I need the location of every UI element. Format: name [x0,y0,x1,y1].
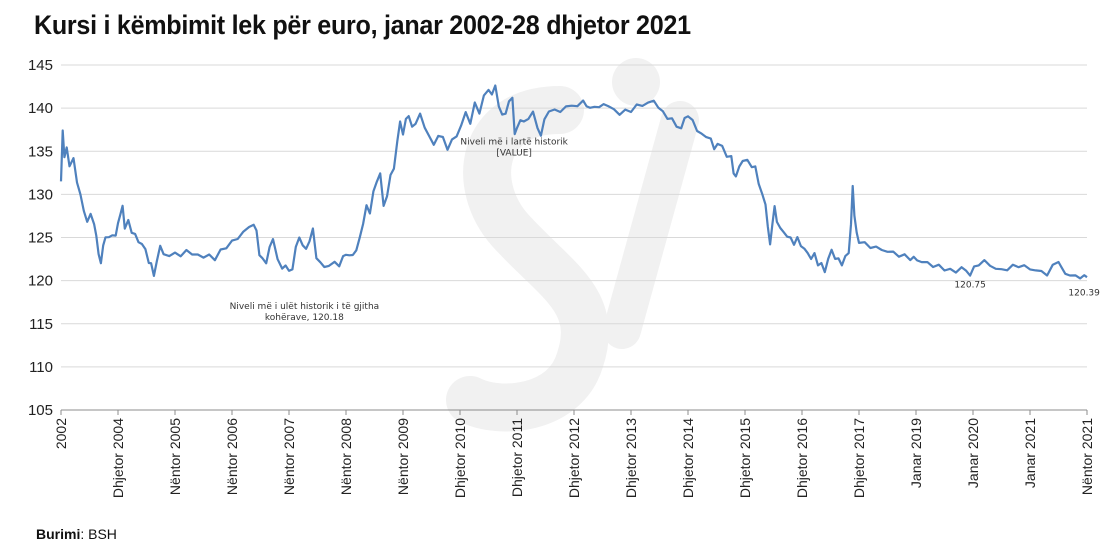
x-tick-label: Nëntor 2005 [167,418,183,495]
x-axis-ticks: 2002 Dhjetor 2004 Nëntor 2005 Nëntor 2006 Në… [53,410,1095,498]
series-line [59,84,1088,280]
y-tick-label: 145 [28,57,53,74]
x-tick-label: Janar 2020 [965,418,981,488]
y-tick-label: 115 [29,316,53,333]
chart-title: Kursi i këmbimit lek për euro, janar 200… [34,10,691,40]
x-tick-label: Janar 2019 [908,418,924,488]
y-tick-label: 140 [28,100,53,117]
x-tick-label: Dhjetor 2016 [794,418,810,498]
x-tick-label: Dhjetor 2014 [680,418,696,498]
source-value: BSH [88,526,117,542]
x-tick-label: Dhjetor 2015 [737,418,753,498]
y-tick-label: 125 [28,230,53,247]
x-tick-label: Dhjetor 2012 [566,418,582,498]
x-tick-label: Dhjetor 2010 [452,418,468,498]
y-tick-label: 120 [28,273,53,290]
annotation-label: Niveli më i lartë historik [VALUE] [460,137,568,158]
y-tick-label: 110 [29,359,53,376]
x-tick-label: Nëntor 2007 [281,418,297,495]
x-tick-label: Nëntor 2009 [395,418,411,495]
grid-lines [61,64,1087,368]
watermark-logo [446,58,699,432]
x-tick-label: Dhjetor 2004 [110,418,126,498]
x-tick-label: Nëntor 2021 [1079,418,1095,495]
annotations: Niveli më i lartë historik [VALUE] Niveli … [230,137,1101,323]
source-label: Burimi [36,526,81,542]
y-tick-label: 105 [28,402,53,419]
annotation-label: 120.75 [954,281,986,291]
y-tick-label: 135 [28,143,53,160]
source-separator: : [80,526,89,542]
source-note: Burimi: BSH [36,526,117,542]
x-tick-label: Dhjetor 2017 [851,418,867,498]
annotation-label: Niveli më i ulët historik i të gjitha koh… [230,302,380,323]
x-tick-label: Nëntor 2008 [338,418,354,495]
annotation-label: 120.39 [1068,288,1100,298]
x-tick-label: Dhjetor 2013 [623,418,639,498]
y-tick-label: 130 [28,186,53,203]
y-axis-ticks: 105 110 115 120 125 130 135 140 145 [28,57,53,419]
x-tick-label: Nëntor 2006 [224,418,240,495]
x-tick-label: Dhjetor 2011 [509,418,525,497]
x-tick-label: Janar 2021 [1022,418,1038,488]
x-tick-label: 2002 [53,418,69,449]
